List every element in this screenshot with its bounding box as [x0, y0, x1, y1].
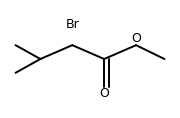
Text: O: O — [99, 87, 109, 100]
Text: O: O — [131, 32, 141, 45]
Text: Br: Br — [65, 18, 79, 31]
